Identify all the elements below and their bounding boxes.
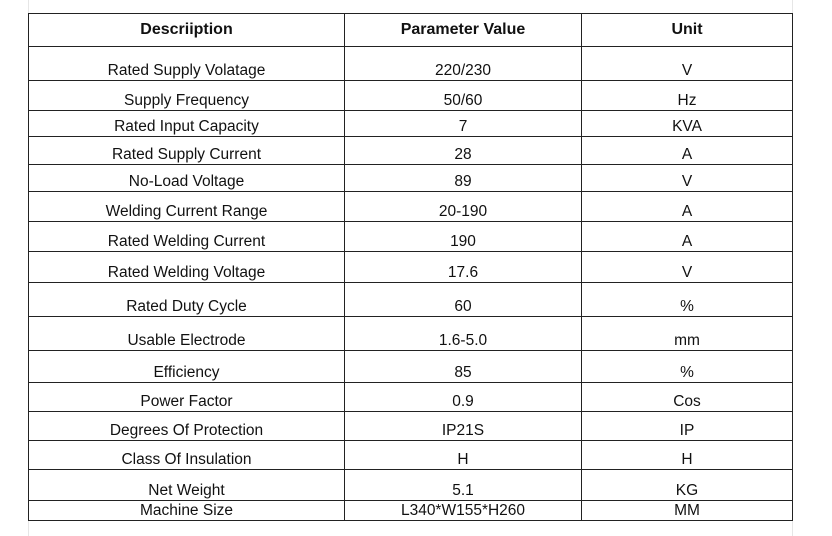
spec-table: Descriiption Parameter Value Unit Rated … bbox=[28, 13, 793, 521]
cell-unit: MM bbox=[581, 500, 793, 521]
cell-parameter-value: 20-190 bbox=[344, 191, 582, 222]
cell-parameter-value: IP21S bbox=[344, 411, 582, 441]
cell-unit: A bbox=[581, 191, 793, 222]
cell-description: Rated Supply Volatage bbox=[28, 46, 345, 81]
cell-parameter-value: 190 bbox=[344, 221, 582, 252]
cell-description: Usable Electrode bbox=[28, 316, 345, 351]
table-body: Rated Supply Volatage 220/230 V Supply Freq… bbox=[28, 46, 793, 521]
header-parameter-value: Parameter Value bbox=[344, 13, 582, 47]
cell-parameter-value: 1.6-5.0 bbox=[344, 316, 582, 351]
cell-unit: % bbox=[581, 282, 793, 317]
cell-unit: KG bbox=[581, 469, 793, 501]
table-row: Rated Welding Current 190 A bbox=[28, 221, 793, 252]
cell-unit: V bbox=[581, 46, 793, 81]
cell-parameter-value: 89 bbox=[344, 164, 582, 192]
cell-parameter-value: 5.1 bbox=[344, 469, 582, 501]
cell-unit: % bbox=[581, 350, 793, 383]
cell-description: Efficiency bbox=[28, 350, 345, 383]
table-row: Rated Duty Cycle 60% bbox=[28, 282, 793, 317]
cell-unit: Cos bbox=[581, 382, 793, 412]
cell-parameter-value: 17.6 bbox=[344, 251, 582, 283]
header-description: Descriiption bbox=[28, 13, 345, 47]
cell-description: Class Of Insulation bbox=[28, 440, 345, 470]
cell-unit: V bbox=[581, 251, 793, 283]
table-row: Degrees Of Protection IP21S IP bbox=[28, 411, 793, 441]
cell-parameter-value: 28 bbox=[344, 136, 582, 165]
table-row: No-Load Voltage 89 V bbox=[28, 164, 793, 192]
cell-description: Degrees Of Protection bbox=[28, 411, 345, 441]
cell-description: Rated Duty Cycle bbox=[28, 282, 345, 317]
cell-unit: A bbox=[581, 221, 793, 252]
cell-description: No-Load Voltage bbox=[28, 164, 345, 192]
table-row: Supply Frequency 50/60 Hz bbox=[28, 80, 793, 111]
table-row: Rated Supply Current 28 A bbox=[28, 136, 793, 165]
table-row: Net Weight 5.1 KG bbox=[28, 469, 793, 501]
cell-unit: Hz bbox=[581, 80, 793, 111]
cell-description: Welding Current Range bbox=[28, 191, 345, 222]
cell-unit: H bbox=[581, 440, 793, 470]
cell-description: Power Factor bbox=[28, 382, 345, 412]
cell-description: Rated Input Capacity bbox=[28, 110, 345, 137]
table-row: Rated Welding Voltage 17.6 V bbox=[28, 251, 793, 283]
cell-description: Rated Supply Current bbox=[28, 136, 345, 165]
cell-description: Rated Welding Current bbox=[28, 221, 345, 252]
cell-description: Machine Size bbox=[28, 500, 345, 521]
cell-parameter-value: 7 bbox=[344, 110, 582, 137]
table-header-row: Descriiption Parameter Value Unit bbox=[28, 13, 793, 47]
table-row: Welding Current Range 20-190 A bbox=[28, 191, 793, 222]
table-row: Rated Supply Volatage 220/230 V bbox=[28, 46, 793, 81]
cell-description: Rated Welding Voltage bbox=[28, 251, 345, 283]
table-row: Power Factor 0.9 Cos bbox=[28, 382, 793, 412]
cell-parameter-value: 220/230 bbox=[344, 46, 582, 81]
table-row: Usable Electrode 1.6-5.0 mm bbox=[28, 316, 793, 351]
cell-parameter-value: H bbox=[344, 440, 582, 470]
cell-parameter-value: 50/60 bbox=[344, 80, 582, 111]
cell-unit: mm bbox=[581, 316, 793, 351]
cell-unit: KVA bbox=[581, 110, 793, 137]
cell-parameter-value: L340*W155*H260 bbox=[344, 500, 582, 521]
table-row: Class Of Insulation H H bbox=[28, 440, 793, 470]
cell-unit: IP bbox=[581, 411, 793, 441]
table-row: Efficiency 85% bbox=[28, 350, 793, 383]
cell-unit: A bbox=[581, 136, 793, 165]
table-row: Rated Input Capacity 7 KVA bbox=[28, 110, 793, 137]
cell-description: Net Weight bbox=[28, 469, 345, 501]
header-unit: Unit bbox=[581, 13, 793, 47]
cell-unit: V bbox=[581, 164, 793, 192]
cell-parameter-value: 60 bbox=[344, 282, 582, 317]
cell-description: Supply Frequency bbox=[28, 80, 345, 111]
right-edge-line bbox=[792, 0, 793, 536]
cell-parameter-value: 85 bbox=[344, 350, 582, 383]
table-row: Machine Size L340*W155*H260 MM bbox=[28, 500, 793, 521]
cell-parameter-value: 0.9 bbox=[344, 382, 582, 412]
